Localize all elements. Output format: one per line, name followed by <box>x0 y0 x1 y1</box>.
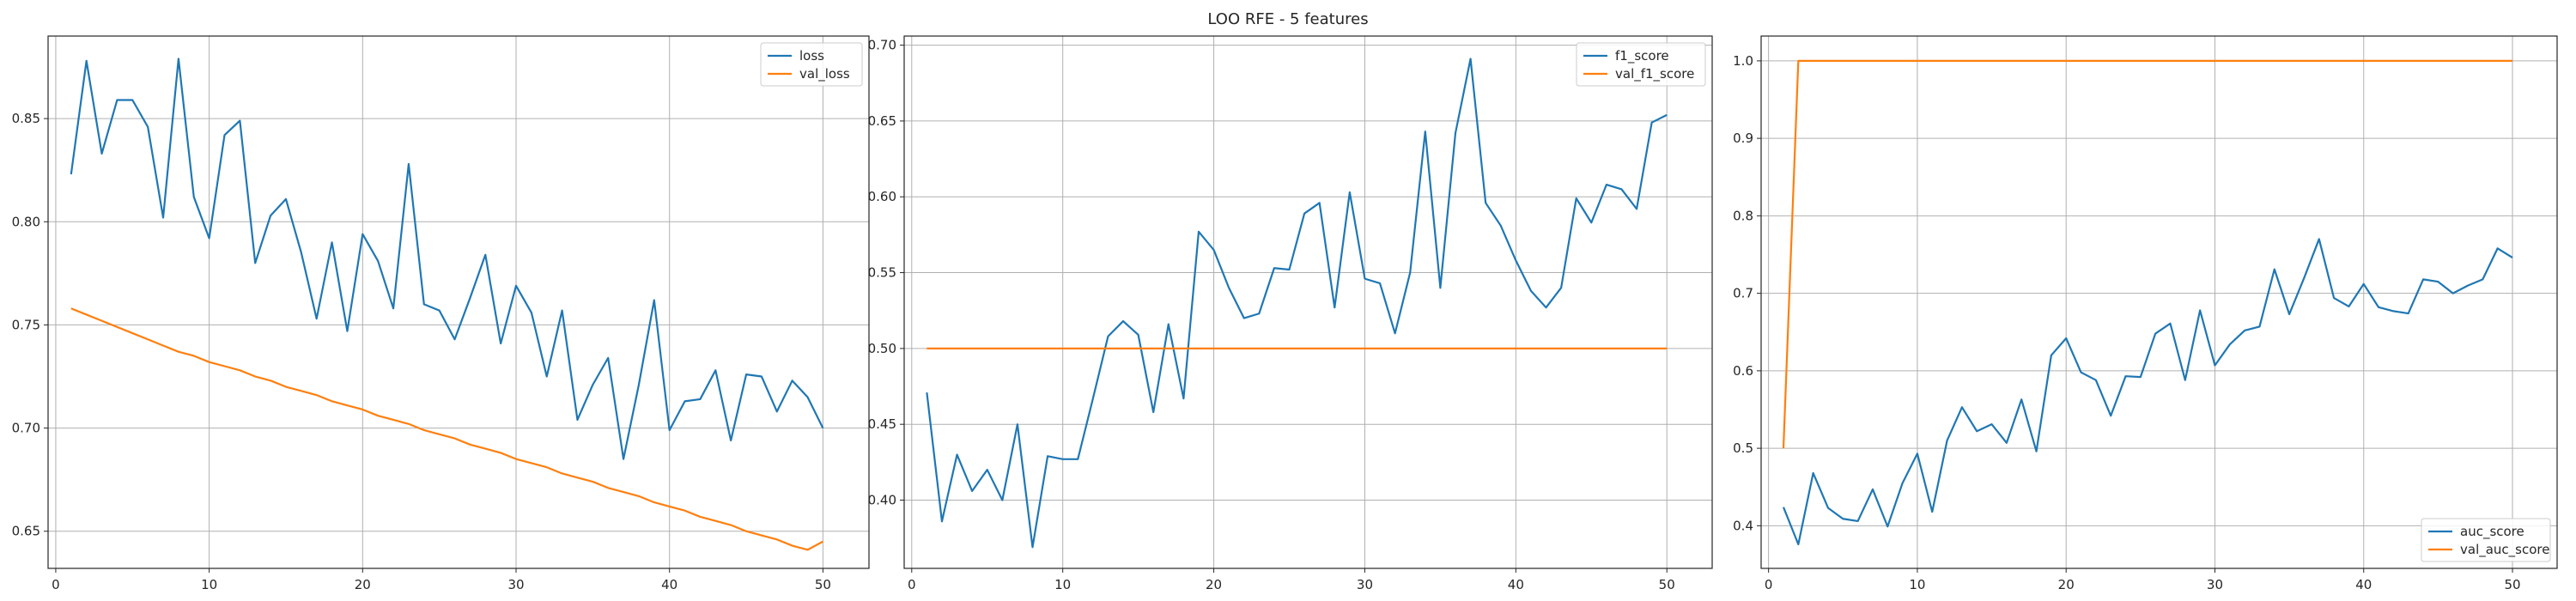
y-tick-label: 0.80 <box>12 214 40 229</box>
legend-label: loss <box>799 48 824 64</box>
series-line-loss <box>70 58 824 460</box>
y-tick-label: 0.6 <box>1733 363 1753 379</box>
legend-box <box>2421 518 2551 562</box>
x-tick-label: 50 <box>815 577 831 592</box>
x-tick-label: 0 <box>52 577 60 592</box>
y-tick-label: 0.40 <box>868 493 896 508</box>
legend-label: val_f1_score <box>1615 66 1694 82</box>
y-tick-label: 0.55 <box>868 265 896 281</box>
x-tick-label: 0 <box>908 577 916 592</box>
axes-frame <box>903 35 1713 569</box>
y-tick-label: 0.4 <box>1733 518 1753 533</box>
x-tick-label: 20 <box>355 577 371 592</box>
x-tick-label: 40 <box>661 577 677 592</box>
x-tick-label: 30 <box>507 577 524 592</box>
y-tick-label: 0.70 <box>12 421 40 436</box>
x-tick-label: 40 <box>1508 577 1524 592</box>
legend-box <box>1576 42 1706 87</box>
legend: f1_score val_f1_score <box>1576 42 1706 87</box>
x-tick-label: 10 <box>201 577 217 592</box>
x-tick-label: 50 <box>1659 577 1675 592</box>
axes-frame <box>47 35 870 569</box>
x-tick-label: 0 <box>1765 577 1773 592</box>
auc-score-chart: 0 10 20 30 40 50 0.4 0.5 0.6 0.7 0.8 0.9 1.0 auc_scor… <box>1733 35 2558 592</box>
y-tick-label: 0.65 <box>868 113 896 129</box>
legend-label: auc_score <box>2460 524 2524 540</box>
series-line-val-loss <box>70 307 823 551</box>
series-line-f1-score <box>926 58 1668 549</box>
series-line-auc-score <box>1782 238 2513 546</box>
y-tick-label: 0.9 <box>1733 131 1753 146</box>
x-tick-label: 30 <box>2207 577 2223 592</box>
x-tick-label: 10 <box>1909 577 1925 592</box>
y-tick-label: 0.45 <box>868 416 896 432</box>
legend-box <box>760 42 863 87</box>
x-tick-label: 40 <box>2355 577 2372 592</box>
y-tick-label: 1.0 <box>1733 53 1753 69</box>
y-tick-label: 0.50 <box>868 341 896 356</box>
x-tick-label: 20 <box>1206 577 1222 592</box>
x-tick-label: 20 <box>2058 577 2075 592</box>
y-tick-label: 0.75 <box>12 317 40 332</box>
axes-frame <box>1760 35 2558 569</box>
y-tick-label: 0.7 <box>1733 286 1753 301</box>
series-line-val-auc-score <box>1782 59 2513 449</box>
legend-label: val_loss <box>799 66 850 82</box>
legend: auc_score val_auc_score <box>2421 518 2551 562</box>
x-tick-label: 10 <box>1054 577 1071 592</box>
legend-label: val_auc_score <box>2460 542 2550 558</box>
x-tick-label: 50 <box>2504 577 2520 592</box>
y-tick-label: 0.65 <box>12 524 40 539</box>
x-tick-label: 30 <box>1357 577 1373 592</box>
y-tick-label: 0.85 <box>12 111 40 126</box>
loss-chart: 0 10 20 30 40 50 0.65 0.70 0.75 0.80 0.85 loss val_l… <box>12 35 870 592</box>
y-tick-label: 0.5 <box>1733 440 1753 456</box>
y-tick-label: 0.8 <box>1733 208 1753 223</box>
figure-title: LOO RFE - 5 features <box>1207 10 1368 28</box>
legend-label: f1_score <box>1615 48 1669 64</box>
f1-score-chart: 0 10 20 30 40 50 0.40 0.45 0.50 0.55 0.60 0.65 0.70 f… <box>868 35 1713 592</box>
legend: loss val_loss <box>760 42 863 87</box>
y-tick-label: 0.60 <box>868 189 896 204</box>
y-tick-label: 0.70 <box>868 38 896 53</box>
